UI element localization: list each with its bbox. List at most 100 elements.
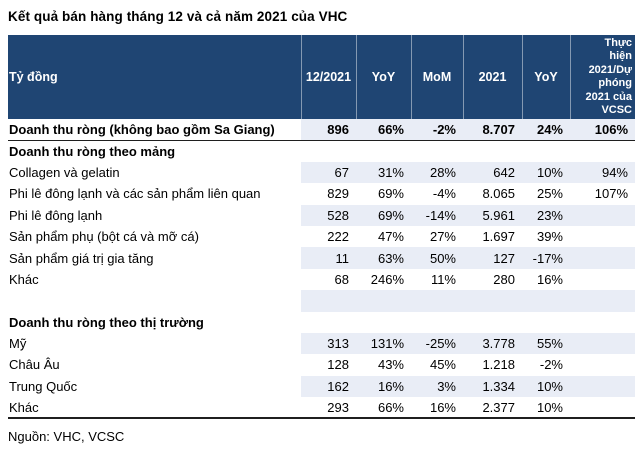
value-cell: 8.065 xyxy=(482,186,515,202)
table-row: Khác 68 246% 11% 280 16% xyxy=(8,269,635,290)
value-cell: -2% xyxy=(539,357,563,373)
value-cell: 66% xyxy=(356,119,411,141)
value-cell xyxy=(570,226,635,247)
value-cell: 8.707 xyxy=(463,119,522,141)
value-cell xyxy=(463,140,522,161)
table-row: Doanh thu ròng theo thị trường xyxy=(8,312,635,333)
value-cell: 1.697 xyxy=(482,229,515,245)
value-cell xyxy=(570,290,635,312)
row-label: Mỹ xyxy=(9,336,27,352)
value-cell: 28% xyxy=(411,161,463,184)
value-cell: 128 xyxy=(327,357,349,373)
table-row: Mỹ 313 131% -25% 3.778 55% xyxy=(8,332,635,355)
value-cell xyxy=(463,312,522,333)
value-cell: 106% xyxy=(570,119,635,141)
table-row: Collagen và gelatin 67 31% 28% 642 10% 94% xyxy=(8,161,635,184)
header-cell-unit: Tỷ đồng xyxy=(8,35,301,119)
value-cell xyxy=(522,140,570,161)
value-cell: -14% xyxy=(411,204,463,226)
value-cell: 16% xyxy=(536,271,563,287)
value-cell: 528 xyxy=(301,204,356,226)
table-row: Trung Quốc 162 16% 3% 1.334 10% xyxy=(8,375,635,398)
row-label: Doanh thu ròng theo thị trường xyxy=(9,314,204,330)
page-title: Kết quả bán hàng tháng 12 và cả năm 2021… xyxy=(8,9,348,24)
value-cell: 25% xyxy=(536,186,563,202)
value-cell: 11 xyxy=(301,247,356,269)
value-cell: 127 xyxy=(463,247,522,269)
value-cell: 66% xyxy=(377,399,404,415)
header-cell-vs-forecast: Thực hiện 2021/Dự phóng 2021 của VCSC xyxy=(569,35,635,119)
table-row: Doanh thu ròng (không bao gồm Sa Giang) 8… xyxy=(8,119,635,141)
value-cell: 2.377 xyxy=(482,399,515,415)
row-label: Phi lê đông lạnh xyxy=(9,207,103,223)
row-label: Khác xyxy=(9,271,39,287)
value-cell xyxy=(570,397,635,418)
header-cell-month: 12/2021 xyxy=(300,35,356,119)
row-label: Trung Quốc xyxy=(9,378,78,394)
value-cell xyxy=(570,140,635,161)
value-cell: 94% xyxy=(570,161,635,184)
value-cell: -4% xyxy=(432,186,456,202)
value-cell: 3.778 xyxy=(463,332,522,355)
row-label: Collagen và gelatin xyxy=(9,164,120,180)
row-label xyxy=(8,290,301,311)
value-cell: 31% xyxy=(356,161,411,184)
value-cell: 246% xyxy=(370,271,404,287)
row-label: Sản phẩm phụ (bột cá và mỡ cá) xyxy=(9,229,199,245)
value-cell: -17% xyxy=(522,247,570,269)
value-cell xyxy=(570,204,635,226)
sales-results-table: Tỷ đồng 12/2021 YoY MoM 2021 YoY Thực hi… xyxy=(8,35,635,420)
table-body: Doanh thu ròng (không bao gồm Sa Giang) 8… xyxy=(8,119,635,418)
value-cell: 24% xyxy=(522,119,570,141)
row-label: Doanh thu ròng theo mảng xyxy=(9,143,176,159)
value-cell: 131% xyxy=(356,332,411,355)
value-cell xyxy=(301,312,356,333)
value-cell: 47% xyxy=(377,229,404,245)
value-cell xyxy=(522,312,570,333)
value-cell: 69% xyxy=(377,186,404,202)
value-cell: 63% xyxy=(356,247,411,269)
row-label: Châu Âu xyxy=(9,357,60,373)
value-cell: 10% xyxy=(536,399,563,415)
header-cell-mom: MoM xyxy=(410,35,463,119)
table-header-row: Tỷ đồng 12/2021 YoY MoM 2021 YoY Thực hi… xyxy=(8,35,635,119)
value-cell xyxy=(301,290,356,312)
value-cell xyxy=(570,354,635,375)
row-label: Doanh thu ròng (không bao gồm Sa Giang) xyxy=(8,119,301,141)
value-cell xyxy=(411,312,463,333)
value-cell: 896 xyxy=(301,119,356,141)
value-cell: 16% xyxy=(429,399,456,415)
value-cell: 50% xyxy=(411,247,463,269)
value-cell xyxy=(356,140,411,161)
value-cell: 69% xyxy=(356,204,411,226)
value-cell: 5.961 xyxy=(463,204,522,226)
value-cell: 3% xyxy=(411,375,463,398)
value-cell: 1.218 xyxy=(482,357,515,373)
value-cell xyxy=(570,247,635,269)
value-cell xyxy=(301,140,356,161)
value-cell: 107% xyxy=(594,186,628,202)
source-note: Nguồn: VHC, VCSC xyxy=(8,429,125,445)
row-label: Khác xyxy=(9,399,39,415)
table-row: Châu Âu 128 43% 45% 1.218 -2% xyxy=(8,354,635,375)
header-cell-year: 2021 xyxy=(462,35,522,119)
value-cell xyxy=(570,375,635,398)
row-label: Sản phẩm giá trị gia tăng xyxy=(9,250,154,266)
value-cell: 10% xyxy=(522,375,570,398)
value-cell: 313 xyxy=(301,332,356,355)
value-cell: 10% xyxy=(522,161,570,184)
value-cell: 27% xyxy=(429,229,456,245)
value-cell: 293 xyxy=(327,399,349,415)
table-row xyxy=(8,290,635,312)
value-cell: 55% xyxy=(522,332,570,355)
table-row: Phi lê đông lạnh 528 69% -14% 5.961 23% xyxy=(8,204,635,226)
value-cell xyxy=(411,140,463,161)
value-cell xyxy=(570,332,635,355)
value-cell: -25% xyxy=(411,332,463,355)
value-cell xyxy=(356,290,411,312)
value-cell: 829 xyxy=(327,186,349,202)
table-row: Sản phẩm phụ (bột cá và mỡ cá) 222 47% 27% 1… xyxy=(8,226,635,247)
value-cell: 67 xyxy=(301,161,356,184)
value-cell: 280 xyxy=(493,271,515,287)
